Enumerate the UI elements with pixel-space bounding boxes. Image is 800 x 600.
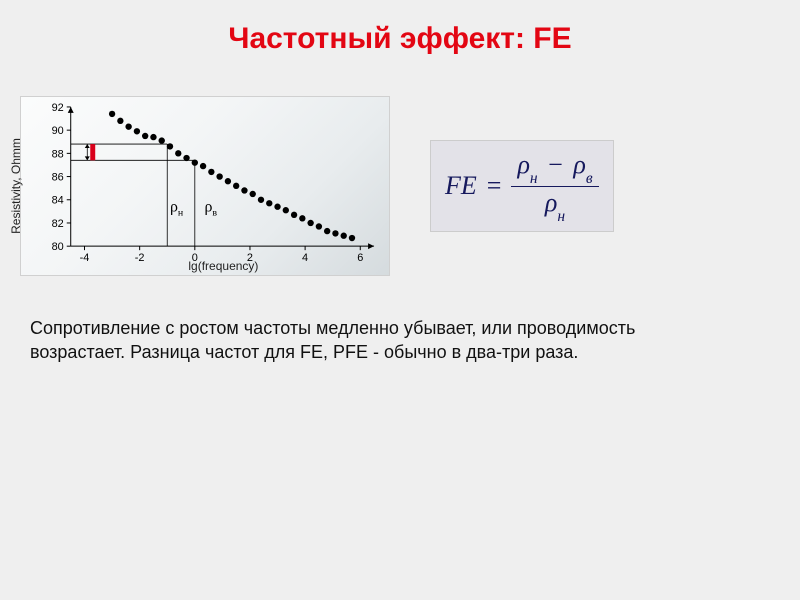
- caption: Сопротивление с ростом частоты медленно …: [0, 316, 800, 365]
- rho-n-sub: н: [530, 170, 538, 187]
- chart-canvas: -4-2024680828486889092ρнρв: [21, 97, 389, 276]
- rho-n-sym: ρ: [517, 150, 529, 179]
- svg-text:80: 80: [52, 241, 64, 253]
- content-row: Resistivity, Ohmm -4-2024680828486889092…: [0, 96, 800, 276]
- rho-den-sym: ρ: [545, 188, 557, 217]
- svg-text:-2: -2: [135, 252, 145, 264]
- formula-denominator: ρн: [539, 189, 571, 221]
- minus-sign: −: [548, 150, 563, 179]
- svg-text:88: 88: [52, 148, 64, 160]
- svg-text:-4: -4: [80, 252, 90, 264]
- formula-fraction: ρн − ρв ρн: [511, 151, 598, 221]
- title-text: Частотный эффект: FE: [228, 22, 571, 55]
- page-title: Частотный эффект: FE: [0, 0, 800, 56]
- rho-den-sub: н: [557, 208, 565, 225]
- svg-text:82: 82: [52, 218, 64, 230]
- formula-lhs: FE: [445, 171, 477, 201]
- svg-text:6: 6: [357, 252, 363, 264]
- rho-v-sym: ρ: [573, 150, 585, 179]
- svg-text:84: 84: [52, 195, 64, 207]
- formula-eq: =: [487, 171, 502, 201]
- svg-text:ρн: ρн: [170, 198, 184, 218]
- formula-numerator: ρн − ρв: [511, 151, 598, 183]
- svg-text:ρв: ρв: [204, 198, 217, 218]
- caption-line-2: возрастает. Разница частот для FE, PFE -…: [30, 342, 578, 362]
- resistivity-chart: Resistivity, Ohmm -4-2024680828486889092…: [20, 96, 390, 276]
- svg-text:90: 90: [52, 125, 64, 137]
- caption-line-1: Сопротивление с ростом частоты медленно …: [30, 318, 635, 338]
- rho-v-sub: в: [586, 170, 593, 187]
- x-axis-label: lg(frequency): [188, 259, 258, 273]
- svg-text:86: 86: [52, 172, 64, 184]
- svg-text:92: 92: [52, 102, 64, 114]
- formula: FE = ρн − ρв ρн: [430, 140, 614, 232]
- svg-text:4: 4: [302, 252, 308, 264]
